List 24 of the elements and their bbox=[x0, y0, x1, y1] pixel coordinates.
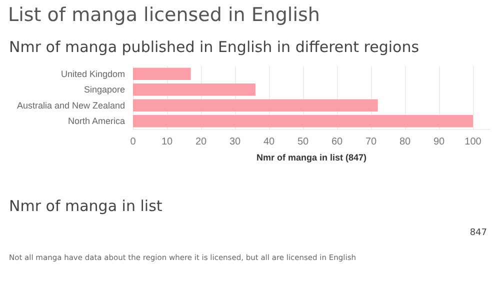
bar bbox=[133, 114, 473, 128]
y-tick-label: Australia and New Zealand bbox=[16, 100, 125, 110]
chart-subtitle: Nmr of manga published in English in different regions bbox=[9, 38, 420, 56]
bar bbox=[133, 83, 256, 96]
chart-title: List of manga licensed in English bbox=[8, 4, 320, 26]
x-tick-label: 0 bbox=[130, 136, 136, 148]
x-tick-label: 50 bbox=[297, 136, 309, 148]
y-tick-label: United Kingdom bbox=[60, 68, 125, 79]
y-tick-label: Singapore bbox=[84, 84, 125, 95]
data-label: 847 bbox=[470, 228, 487, 238]
x-tick-label: 20 bbox=[195, 136, 207, 148]
bar bbox=[133, 99, 378, 112]
x-tick-label: 40 bbox=[263, 136, 275, 148]
x-tick-label: 80 bbox=[399, 136, 411, 148]
bar bbox=[133, 68, 191, 80]
x-axis-title: Nmr of manga in list (847) bbox=[256, 152, 367, 162]
y-tick-label: North America bbox=[68, 116, 125, 126]
x-tick-label: 60 bbox=[331, 136, 343, 148]
text: Nmr of manga in list bbox=[9, 197, 162, 215]
x-tick-label: 100 bbox=[464, 136, 482, 148]
x-tick-label: 70 bbox=[365, 136, 377, 148]
x-tick-label: 90 bbox=[433, 136, 445, 148]
x-tick-label: 10 bbox=[161, 136, 173, 148]
x-tick-label: 30 bbox=[229, 136, 241, 148]
